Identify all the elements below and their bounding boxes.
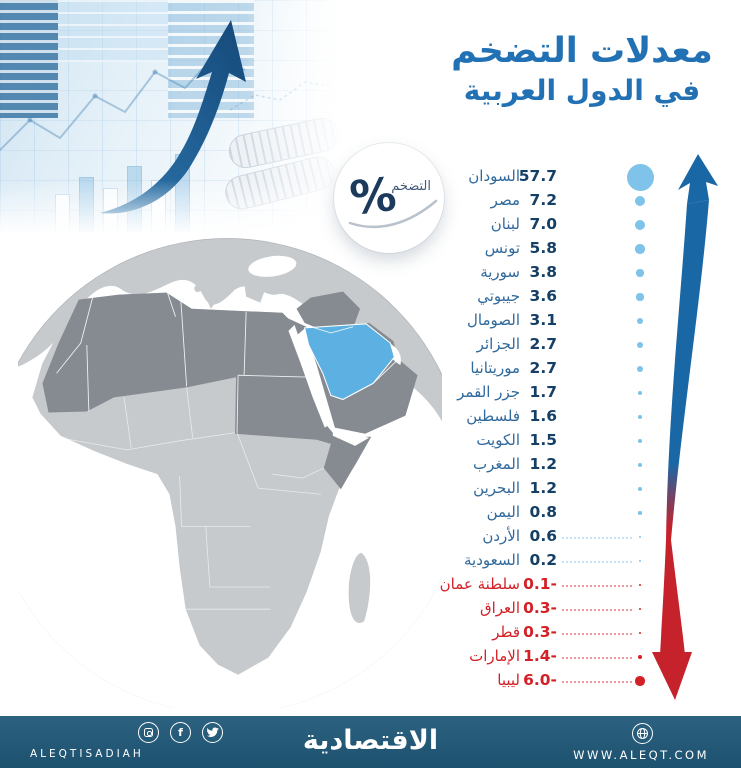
inflation-value: 1.7: [529, 383, 557, 401]
country-name: البحرين: [473, 479, 520, 497]
country-name: السودان: [468, 167, 520, 185]
down-arrowhead: [652, 652, 692, 700]
twitter-icon[interactable]: [202, 722, 223, 743]
country-name: الإمارات: [469, 647, 520, 665]
instagram-icon[interactable]: [138, 722, 159, 743]
country-name: الأردن: [482, 527, 520, 545]
inflation-value: 0.8: [529, 503, 557, 521]
badge-label: التضخم: [391, 179, 431, 194]
country-name: جزر القمر: [457, 383, 520, 401]
dotted-leader: [562, 561, 632, 563]
subsaharan-borders: [48, 387, 324, 610]
caspian-sea: [362, 238, 389, 283]
country-name: العراق: [479, 599, 520, 617]
stock-ticker-panel: [0, 0, 58, 118]
inflation-value: 5.8: [529, 239, 557, 257]
inflation-value: 3.6: [529, 287, 557, 305]
facebook-icon[interactable]: f: [170, 722, 191, 743]
madagascar: [348, 552, 371, 623]
inflation-value: 2.7: [529, 335, 557, 353]
country-name: فلسطين: [466, 407, 520, 425]
country-name: اليمن: [486, 503, 520, 521]
inflation-percent-badge: التضخم %: [334, 143, 444, 253]
inflation-value: 1.2: [529, 479, 557, 497]
inflation-value: 1.4-: [523, 647, 557, 665]
inflation-value: 0.2: [529, 551, 557, 569]
inflation-value: 0.3-: [523, 599, 557, 617]
country-name: السعودية: [463, 551, 520, 569]
stock-ticker-panel-faint: [58, 0, 168, 62]
footer-handle: ALEQTISADIAH: [30, 748, 144, 760]
inflation-value: 7.2: [529, 191, 557, 209]
growth-arrow-icon: [100, 20, 246, 214]
black-sea: [248, 255, 297, 277]
mediterranean-islands: [194, 272, 267, 309]
title-line-2: في الدول العربية: [463, 73, 701, 107]
inflation-value: 3.8: [529, 263, 557, 281]
dotted-leader: [562, 633, 632, 635]
badge-swoosh-icon: [348, 199, 438, 229]
country-name: قطر: [492, 623, 520, 641]
country-name: لبنان: [490, 215, 520, 233]
inflation-direction-arrow: [652, 154, 718, 700]
inflation-value: 6.0-: [523, 671, 557, 689]
country-borders: [56, 292, 399, 433]
footer-bar: f ALEQTISADIAH الاقتصادية WWW.ALEQT.COM: [0, 716, 741, 768]
inflation-value: 0.1-: [523, 575, 557, 593]
country-name: ليبيا: [497, 671, 520, 689]
levant-iraq: [296, 291, 361, 334]
dotted-leader: [562, 585, 632, 587]
country-name: تونس: [484, 239, 520, 257]
inflation-value: 2.7: [529, 359, 557, 377]
inflation-value: 7.0: [529, 215, 557, 233]
social-icons: f: [138, 722, 223, 743]
country-name: سلطنة عمان: [439, 575, 520, 593]
gulf-of-aden: [332, 429, 370, 446]
inflation-value: 1.6: [529, 407, 557, 425]
country-name: المغرب: [472, 455, 520, 473]
dotted-leader: [562, 537, 632, 539]
country-name: الجزائر: [476, 335, 520, 353]
collage-fade: [0, 180, 345, 235]
red-sea: [288, 324, 331, 428]
globe-icon: [632, 723, 653, 744]
country-name: سورية: [480, 263, 520, 281]
inflation-value: 57.7: [518, 167, 557, 185]
country-name: الصومال: [467, 311, 520, 329]
country-name: مصر: [490, 191, 520, 209]
up-arrowhead: [678, 154, 718, 204]
website-url[interactable]: WWW.ALEQT.COM: [573, 748, 709, 762]
dotted-leader: [562, 609, 632, 611]
dotted-leader: [562, 657, 632, 659]
page-title: معدلات التضخم في الدول العربية: [428, 30, 736, 107]
inflation-value: 1.2: [529, 455, 557, 473]
country-name: موريتانيا: [470, 359, 520, 377]
inflation-value: 0.3-: [523, 623, 557, 641]
inflation-value: 3.1: [529, 311, 557, 329]
country-name: الكويت: [476, 431, 520, 449]
arab-world-map: [18, 238, 442, 708]
arrow-shaft: [660, 200, 709, 655]
title-line-1: معدلات التضخم: [451, 31, 713, 71]
financial-collage-image: [0, 0, 345, 235]
inflation-value: 0.6: [529, 527, 557, 545]
dotted-leader: [562, 681, 632, 683]
brand-logo: الاقتصادية: [302, 725, 439, 756]
country-name: جيبوتي: [477, 287, 520, 305]
inflation-value: 1.5: [529, 431, 557, 449]
arab-countries-africa: [42, 292, 372, 490]
